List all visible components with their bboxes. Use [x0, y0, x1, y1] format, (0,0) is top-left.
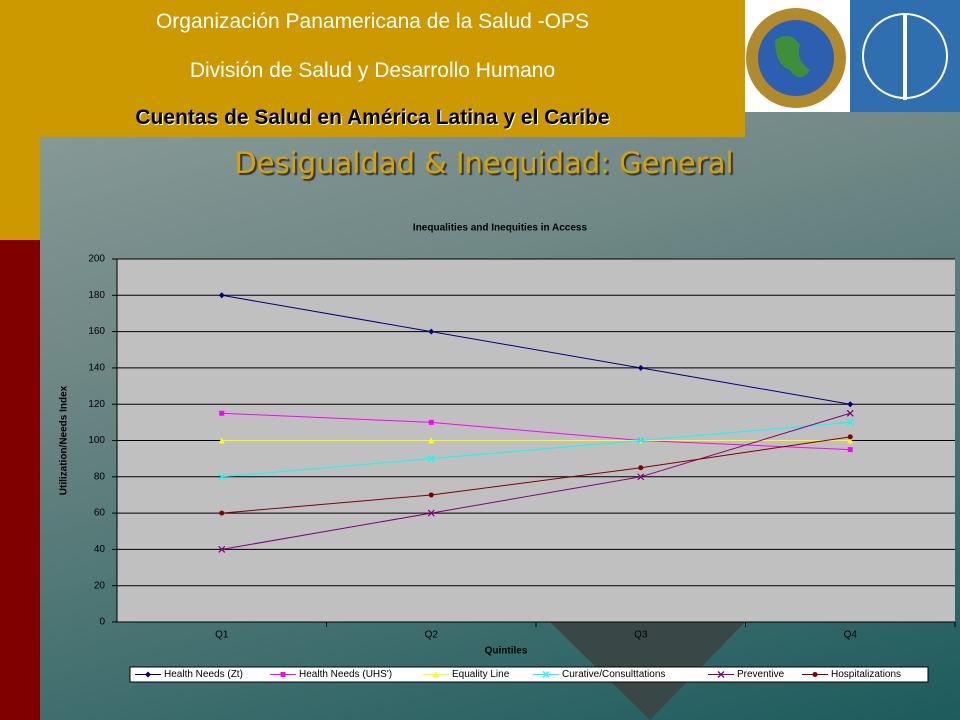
series-line [221, 436, 851, 514]
series-line [221, 412, 851, 550]
data-point [218, 545, 226, 553]
y-tick-label: 200 [88, 254, 105, 265]
data-point [638, 465, 644, 471]
data-point [219, 510, 225, 516]
side-band [0, 137, 40, 240]
data-point [428, 492, 434, 498]
legend-label: Health Needs (UHS') [299, 669, 392, 680]
legend-marker [542, 671, 550, 678]
x-tick-label: Q2 [425, 630, 439, 641]
series-line [221, 421, 851, 478]
legend-label: Health Needs (Zt) [164, 669, 243, 680]
y-tick-label: 60 [94, 508, 106, 519]
data-point [218, 473, 226, 481]
legend [129, 666, 929, 683]
data-point [847, 401, 854, 408]
header-band [0, 0, 745, 137]
data-point [427, 455, 435, 463]
legend-marker [717, 671, 725, 678]
slide-title: Desigualdad & Inequidad: General [234, 146, 734, 180]
x-axis-label: Quintiles [485, 646, 528, 657]
y-tick-label: 140 [88, 363, 105, 374]
x-tick-label: Q4 [844, 630, 858, 641]
y-tick-label: 0 [99, 617, 105, 628]
side-bar [0, 240, 40, 720]
data-point [219, 410, 225, 416]
legend-marker [433, 671, 439, 678]
division-name: División de Salud y Desarrollo Humano [189, 59, 556, 82]
data-point [428, 419, 434, 425]
legend-marker [812, 672, 818, 677]
x-tick-label: Q3 [634, 630, 648, 641]
data-point [637, 473, 645, 481]
legend-label: Hospitalizations [831, 669, 901, 680]
legend-label: Equality Line [452, 669, 510, 680]
legend-marker [145, 671, 151, 678]
legend-marker [280, 672, 286, 677]
data-point [846, 409, 854, 417]
x-tick-label: Q1 [215, 630, 229, 641]
data-point [218, 292, 225, 299]
data-point [428, 437, 435, 444]
y-axis-label: Utilization/Needs Index [59, 385, 70, 495]
legend-label: Preventive [737, 669, 785, 680]
y-tick-label: 160 [88, 326, 105, 337]
data-point [847, 447, 853, 453]
logo-land [775, 36, 810, 78]
y-tick-label: 80 [94, 471, 106, 482]
org-name: Organización Panamericana de la Salud -O… [155, 10, 590, 33]
legend-label: Curative/Consulttations [562, 669, 665, 680]
data-point [846, 418, 854, 426]
data-point [637, 364, 644, 371]
program-name: Cuentas de Salud en América Latina y el … [135, 106, 610, 129]
chart-title: Inequalities and Inequities in Access [413, 223, 588, 234]
series-line [221, 294, 851, 405]
data-point [847, 434, 853, 440]
data-point [637, 437, 645, 444]
data-point [218, 437, 225, 444]
data-point [427, 509, 435, 517]
data-point [847, 437, 854, 444]
y-tick-label: 120 [88, 399, 105, 410]
y-tick-label: 100 [88, 435, 105, 446]
data-point [428, 328, 435, 335]
y-tick-label: 20 [94, 580, 106, 591]
y-tick-label: 180 [88, 290, 105, 301]
y-tick-label: 40 [94, 544, 106, 555]
